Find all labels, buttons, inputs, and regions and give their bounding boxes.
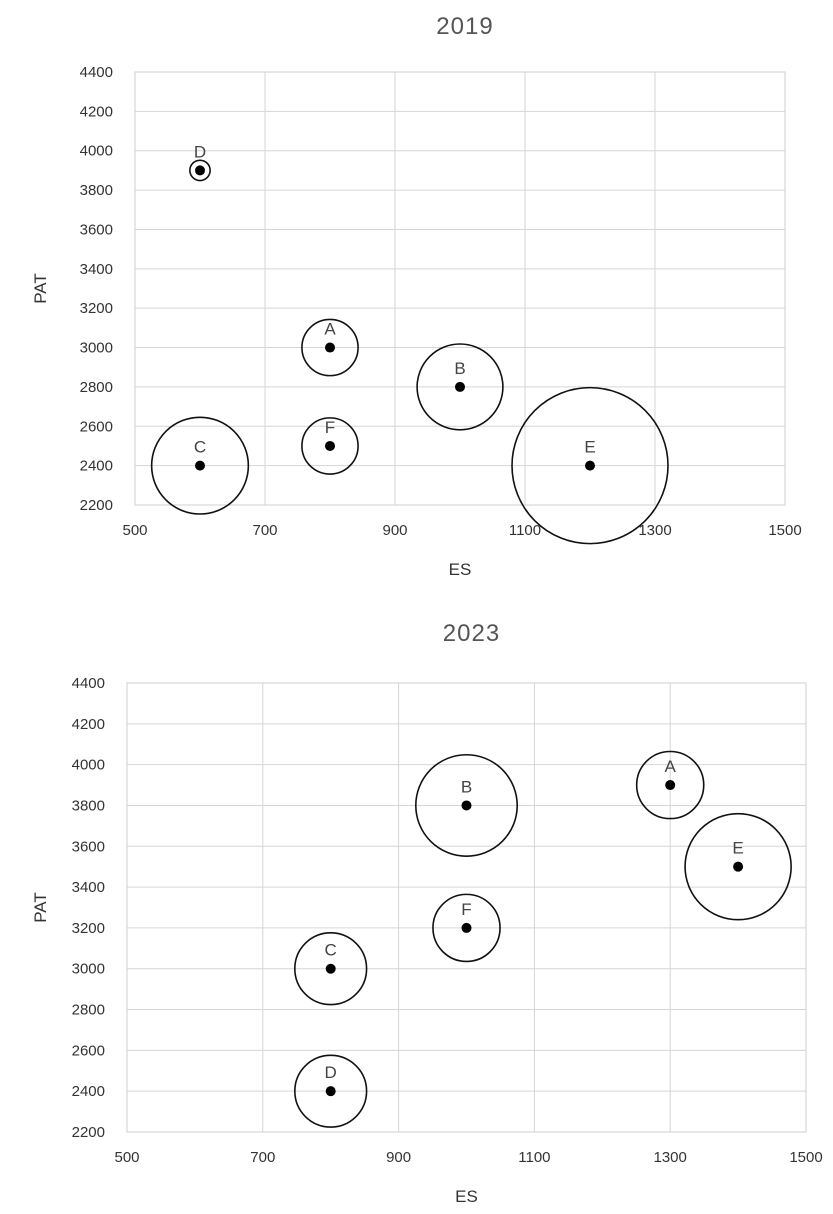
chart-1-2023-bubble-A [635,750,705,820]
chart-1-2023-title: 2023 [443,620,500,647]
chart-1-2023-point-label-D: D [325,1063,337,1082]
chart-0-2019-point-A [325,342,335,353]
chart-0-2019-bubble-E [511,386,669,545]
chart-0-2019-point-label-D: D [194,142,206,161]
chart-0-2019-bubble-D [189,159,211,182]
chart-0-2019-ytick-label-6: 3400 [80,261,113,278]
chart-1-2023-xtick-label-2: 900 [386,1149,411,1166]
chart-1-2023-point-label-E: E [732,839,743,858]
chart-0-2019-xtick-label-4: 1300 [638,522,671,539]
chart-0-2019-ytick-label-8: 3800 [80,182,113,199]
chart-0-2019-point-label-A: A [324,320,336,339]
chart-1-2023-ytick-label-9: 4000 [72,757,105,774]
chart-1-2023-ytick-label-3: 2800 [72,1002,105,1019]
chart-1-2023-point-label-A: A [665,757,677,776]
chart-1-2023-point-D [325,1086,336,1097]
chart-0-2019-point-F [325,440,335,451]
chart-0-2019-y-axis-label: PAT [31,273,50,304]
chart-1-2023-bubble-D [294,1054,368,1128]
chart-0-2019-ytick-label-4: 3000 [80,340,113,357]
chart-1-2023-bubble-E [684,812,792,921]
chart-0-2019-ytick-label-9: 4000 [80,143,113,160]
chart-1-2023-bubble-C [294,932,368,1006]
chart-1-2023-y-axis-label: PAT [31,892,50,923]
chart-1-2023-ytick-label-10: 4200 [72,716,105,733]
chart-0-2019-xtick-label-1: 700 [252,522,277,539]
chart-0-2019-plot-area [134,71,786,506]
chart-0-2019-title: 2019 [436,13,493,40]
chart-1-2023-ytick-label-11: 4400 [72,675,105,692]
chart-1-2023: 2023 2200 2400 2600 2800 3000 3200 3400 3600 3800… [31,620,823,1206]
chart-1-2023-x-axis-label: ES [455,1187,478,1206]
chart-0-2019-point-label-E: E [584,438,595,457]
chart-1-2023-point-A [665,780,676,791]
chart-0-2019-bubble-A [301,318,359,377]
chart-0-2019-ytick-label-5: 3200 [80,300,113,317]
chart-0-2019-xtick-label-3: 1100 [509,522,541,539]
chart-1-2023-xtick-label-5: 1500 [789,1149,822,1166]
chart-1-2023-bubble-B [414,753,518,857]
chart-0-2019-point-D [195,165,205,176]
chart-1-2023-ytick-label-2: 2600 [72,1042,105,1059]
chart-1-2023-plot-area [126,682,807,1133]
chart-1-2023-point-E [733,861,744,872]
chart-0-2019: 2019 2200 2400 2600 2800 3000 3200 3400 3600 3800… [31,13,802,579]
chart-0-2019-x-axis-label: ES [449,560,472,579]
chart-0-2019-ytick-label-7: 3600 [80,221,113,238]
chart-0-2019-point-label-C: C [194,438,206,457]
chart-0-2019-ytick-label-0: 2200 [80,497,113,514]
chart-0-2019-ytick-label-1: 2400 [80,458,113,475]
chart-0-2019-bubble-B [416,343,504,431]
chart-1-2023-xtick-label-0: 500 [114,1149,139,1166]
chart-0-2019-point-B [455,381,465,392]
chart-1-2023-ytick-label-1: 2400 [72,1083,105,1100]
chart-1-2023-xtick-label-1: 700 [250,1149,275,1166]
chart-1-2023-ytick-label-4: 3000 [72,961,105,978]
chart-0-2019-point-label-F: F [325,418,335,437]
chart-0-2019-xtick-label-2: 900 [382,522,407,539]
chart-1-2023-ytick-label-7: 3600 [72,838,105,855]
chart-1-2023-point-label-C: C [325,941,337,960]
chart-1-2023-point-B [461,800,472,811]
chart-0-2019-ytick-label-2: 2600 [80,418,113,435]
chart-0-2019-point-C [195,460,205,471]
chart-1-2023-xtick-label-3: 1100 [518,1149,550,1166]
chart-1-2023-ytick-label-6: 3400 [72,879,105,896]
chart-0-2019-point-label-B: B [454,359,465,378]
chart-0-2019-point-E [585,460,595,471]
chart-0-2019-ytick-label-3: 2800 [80,379,113,396]
chart-0-2019-xtick-label-5: 1500 [768,522,801,539]
chart-1-2023-ytick-label-8: 3800 [72,797,105,814]
chart-1-2023-point-label-B: B [461,777,472,796]
chart-1-2023-point-C [325,963,336,974]
chart-1-2023-point-label-F: F [461,900,471,919]
chart-1-2023-ytick-label-5: 3200 [72,920,105,937]
chart-0-2019-ytick-label-10: 4200 [80,103,113,120]
chart-0-2019-bubble-F [301,417,359,475]
chart-0-2019-xtick-label-0: 500 [122,522,147,539]
chart-1-2023-bubble-F [432,893,501,963]
chart-1-2023-point-F [461,922,472,933]
chart-1-2023-ytick-label-0: 2200 [72,1124,105,1141]
chart-0-2019-bubble-C [150,416,250,515]
chart-0-2019-ytick-label-11: 4400 [80,64,113,81]
chart-1-2023-xtick-label-4: 1300 [654,1149,687,1166]
